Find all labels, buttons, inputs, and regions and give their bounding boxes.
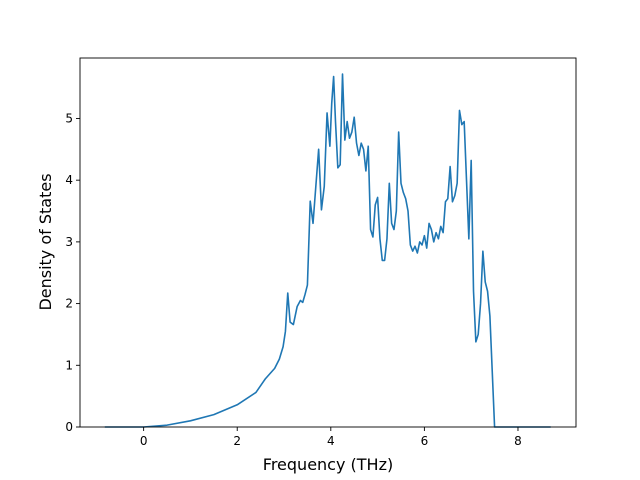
x-axis-label: Frequency (THz) bbox=[263, 455, 393, 474]
axis-ticks: 0 2 4 6 8 0 1 2 3 4 5 bbox=[65, 111, 521, 448]
plot-area bbox=[79, 57, 577, 428]
x-tick-label: 4 bbox=[327, 434, 335, 448]
y-tick-label: 0 bbox=[65, 420, 73, 434]
x-tick-label: 0 bbox=[140, 434, 148, 448]
x-tick-label: 6 bbox=[421, 434, 429, 448]
y-tick-label: 2 bbox=[65, 297, 73, 311]
y-tick-label: 1 bbox=[65, 358, 73, 372]
x-tick-label: 2 bbox=[233, 434, 241, 448]
x-tick-label: 8 bbox=[514, 434, 522, 448]
axes-frame bbox=[79, 57, 577, 428]
y-tick-label: 4 bbox=[65, 173, 73, 187]
y-axis-label: Density of States bbox=[36, 173, 55, 310]
y-tick-label: 3 bbox=[65, 235, 73, 249]
y-tick-label: 5 bbox=[65, 111, 73, 125]
dos-series-line-1 bbox=[104, 73, 551, 428]
